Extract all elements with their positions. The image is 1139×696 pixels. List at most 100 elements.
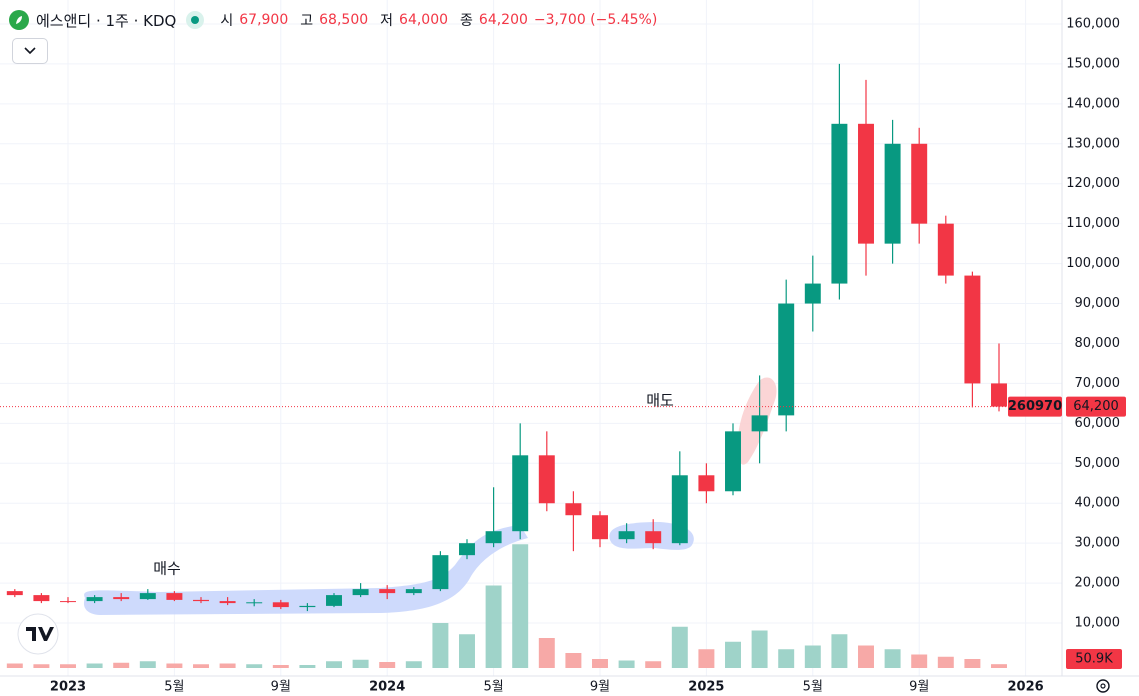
close-label: 종 (460, 13, 473, 29)
volume-bar (485, 585, 502, 668)
candle-body (751, 415, 768, 432)
y-tick-label: 50,000 (1075, 456, 1121, 471)
candle-body (405, 589, 422, 594)
y-tick-label: 110,000 (1066, 216, 1120, 231)
candle-body (512, 455, 529, 532)
y-tick-label: 30,000 (1075, 536, 1121, 551)
x-tick-label: 5월 (164, 680, 184, 695)
low-label: 저 (380, 13, 394, 29)
candle-body (831, 123, 848, 284)
countdown-tag (1008, 396, 1062, 417)
y-tick-label: 120,000 (1066, 176, 1120, 191)
symbol-logo (9, 10, 29, 30)
volume-bar (831, 634, 848, 668)
volume-tag-label: 50.9K (1075, 652, 1113, 667)
candle-body (60, 601, 76, 603)
y-tick-label: 100,000 (1066, 256, 1120, 271)
volume-bar (432, 623, 449, 668)
volume-bar (193, 664, 209, 668)
x-tick-label: 9월 (590, 680, 610, 695)
volume-bar (964, 659, 981, 668)
candle-body (937, 223, 954, 276)
x-tick-label: 2023 (50, 680, 86, 695)
y-tick-label: 20,000 (1075, 576, 1121, 591)
candle-body (432, 555, 449, 590)
candle-body (804, 283, 821, 304)
y-tick-label: 90,000 (1075, 296, 1121, 311)
volume-bar (219, 663, 236, 668)
volume-bar (937, 656, 954, 668)
volume-bar (166, 663, 183, 668)
candle-body (166, 593, 183, 600)
volume-bar (113, 662, 130, 668)
volume-bar (405, 661, 422, 668)
price-tag (1066, 396, 1126, 417)
x-tick-label: 9월 (271, 680, 291, 695)
volume-bar (299, 665, 316, 668)
y-tick-label: 60,000 (1075, 416, 1121, 431)
x-tick-label: 2025 (688, 680, 724, 695)
volume-bar (272, 665, 289, 668)
x-tick-label: 2026 (1008, 680, 1044, 695)
volume-bar (804, 645, 821, 668)
candle-body (911, 143, 928, 224)
volume-bar (512, 544, 529, 668)
volume-bar (698, 649, 715, 668)
volume-bar (592, 659, 608, 668)
volume-bar (538, 638, 555, 668)
close-value: 64,200 (478, 12, 528, 28)
y-tick-label: 130,000 (1066, 136, 1120, 151)
volume-bar (991, 664, 1007, 668)
candle-body (858, 123, 874, 244)
volume-bar (246, 664, 263, 668)
volume-bar (778, 649, 795, 668)
change: −3,700 (−5.45%) (533, 12, 658, 28)
volume-bar (671, 626, 688, 668)
volume-tag (1066, 649, 1122, 669)
candle-body (671, 475, 688, 544)
low-value: 64,000 (399, 12, 449, 28)
collapse-button[interactable] (12, 38, 48, 64)
y-tick-label: 10,000 (1075, 616, 1121, 631)
annotation: 매수 (153, 560, 181, 578)
y-tick-label: 80,000 (1075, 336, 1121, 351)
candle-body (778, 303, 795, 416)
x-tick-label: 9월 (909, 680, 929, 695)
candle-body (193, 599, 209, 602)
volume-bar (858, 645, 874, 668)
candle-body (86, 597, 103, 602)
volume-bar (33, 664, 50, 668)
candle-body (113, 597, 130, 600)
candle-body (139, 593, 156, 600)
high-value: 68,500 (319, 12, 369, 28)
legend-header: 에스앤디 · 1주 · KDQ 시 67,900 고 68,500 저 64,000 … (8, 8, 657, 32)
volume-bar (565, 653, 582, 668)
settings-icon[interactable] (1096, 679, 1110, 693)
volume-bar (139, 661, 156, 668)
volume-bar (6, 663, 23, 668)
annotation: 매도 (646, 392, 674, 410)
candle-body (352, 589, 369, 596)
candle-body (565, 503, 582, 516)
candle-body (272, 602, 289, 608)
price-tag-label: 64,200 (1073, 399, 1119, 414)
volume-bar (618, 660, 635, 668)
candle-body (299, 605, 316, 608)
candle-body (991, 383, 1007, 407)
candle-body (645, 531, 662, 544)
y-tick-label: 70,000 (1075, 376, 1121, 391)
tv-logo (17, 613, 59, 655)
open-label: 시 (220, 13, 234, 29)
candle-body (6, 591, 23, 596)
x-tick-label: 5월 (803, 680, 823, 695)
candle-body (485, 531, 502, 544)
candle-body (459, 543, 475, 556)
volume-bar (86, 663, 103, 668)
candle-body (884, 143, 901, 244)
volume-bar (326, 661, 342, 668)
volume-bar (911, 654, 928, 668)
candle-body (725, 431, 741, 492)
